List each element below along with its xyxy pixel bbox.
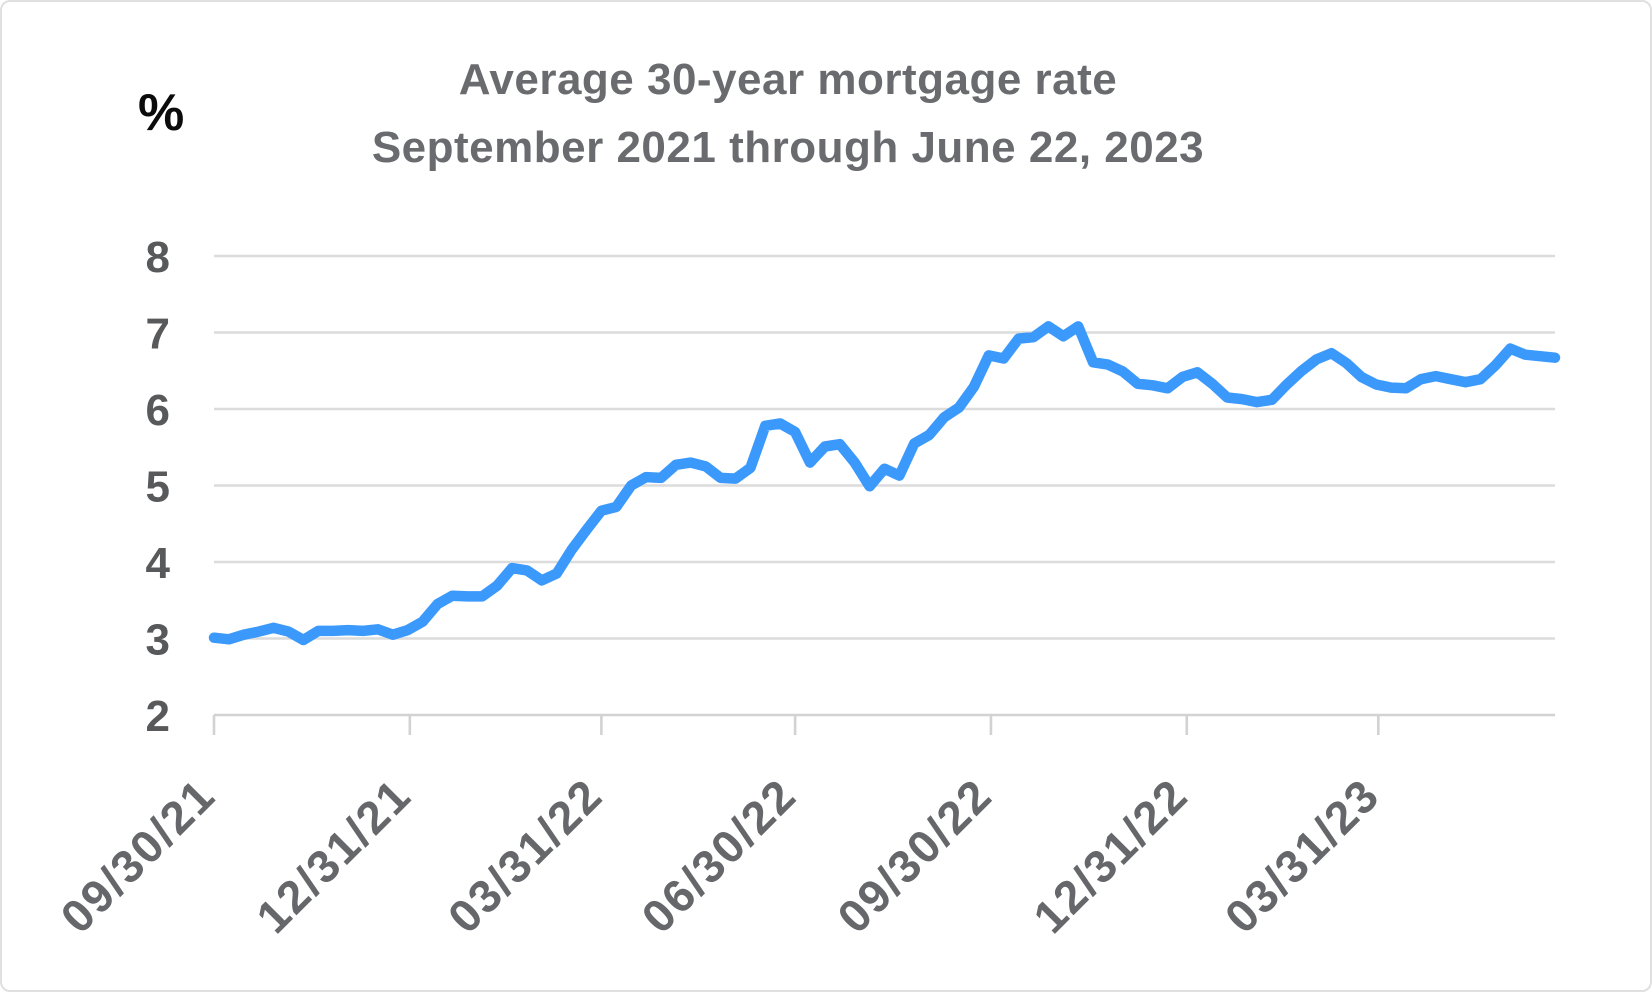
y-axis-tick-label: 8: [146, 233, 170, 282]
x-axis-tick-label: 09/30/22: [827, 768, 1002, 943]
x-axis-tick-label: 06/30/22: [631, 768, 806, 943]
y-axis-tick-label: 7: [146, 310, 170, 359]
x-axis-tick-label: 12/31/22: [1023, 768, 1198, 943]
chart-title: Average 30-year mortgage rate: [459, 55, 1118, 104]
y-axis-unit-label: %: [138, 84, 184, 142]
y-axis-tick-label: 3: [146, 616, 170, 665]
x-axis-tick-label: 03/31/23: [1215, 768, 1390, 943]
rate-line-series: [208, 321, 1561, 646]
y-axis-tick-label: 5: [146, 463, 170, 512]
y-axis-tick-label: 4: [146, 539, 171, 588]
y-axis-tick-label: 2: [146, 692, 170, 741]
y-axis-tick-label: 6: [146, 386, 170, 435]
x-axis-tick-label: 03/31/22: [438, 768, 613, 943]
x-axis-tick-label: 09/30/21: [50, 768, 225, 943]
chart-subtitle: September 2021 through June 22, 2023: [372, 123, 1204, 172]
x-axis-tick-label: 12/31/21: [246, 768, 421, 943]
